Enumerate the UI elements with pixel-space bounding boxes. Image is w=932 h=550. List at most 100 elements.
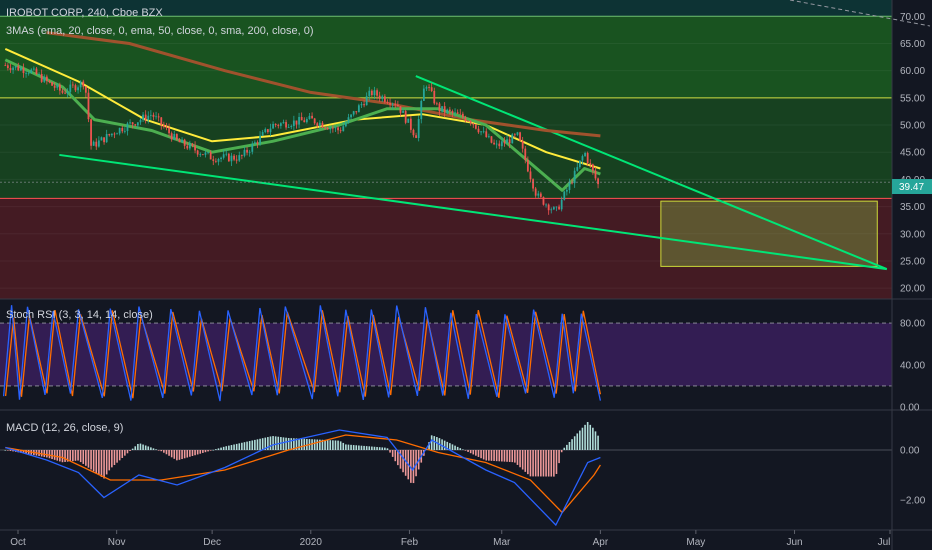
candle-body	[412, 129, 415, 136]
macd-histogram-bar	[168, 450, 170, 456]
price-tick-label[interactable]: 35.00	[900, 202, 925, 213]
candle-body	[110, 133, 113, 136]
candle-body	[188, 143, 191, 149]
candle-body	[261, 132, 264, 136]
macd-histogram-bar	[555, 450, 558, 474]
macd-histogram-bar	[129, 450, 131, 451]
macd-histogram-bar	[191, 450, 194, 456]
price-tick-label[interactable]: 60.00	[900, 66, 925, 77]
candle-body	[594, 170, 597, 179]
candle-body	[256, 142, 259, 144]
macd-histogram-bar	[467, 450, 469, 452]
macd-histogram-bar	[215, 449, 217, 450]
price-tick-label[interactable]: 20.00	[900, 284, 925, 295]
macd-histogram-bar	[233, 444, 235, 450]
macd-histogram-bar	[376, 446, 378, 450]
candle-body	[25, 72, 27, 74]
candle-body	[222, 154, 225, 158]
price-tick-label[interactable]: 65.00	[900, 39, 925, 50]
candle-body	[19, 68, 22, 71]
time-tick-label[interactable]: Mar	[493, 537, 511, 548]
candle-body	[22, 68, 25, 74]
time-tick-label[interactable]: Nov	[108, 537, 126, 548]
trendline-1[interactable]	[59, 153, 887, 271]
candle-body	[113, 133, 116, 135]
macd-histogram-bar	[225, 446, 228, 450]
macd-histogram-bar	[519, 450, 521, 468]
price-tick-label[interactable]: 45.00	[900, 148, 925, 159]
macd-tick-label[interactable]: 0.00	[900, 446, 920, 457]
macd-histogram-bar	[7, 450, 9, 451]
candle-body	[116, 133, 118, 135]
last-price-value: 39.47	[899, 182, 924, 193]
candle-body	[487, 136, 490, 138]
candle-body	[84, 86, 87, 93]
macd-histogram-bar	[568, 442, 571, 450]
candle-body	[477, 128, 480, 133]
macd-histogram-bar	[251, 440, 254, 450]
time-tick-label[interactable]: Oct	[10, 537, 26, 548]
candle-body	[290, 125, 293, 128]
candle-body	[201, 154, 204, 156]
macd-tick-label[interactable]: −2.00	[900, 496, 926, 507]
macd-histogram-bar	[508, 450, 511, 462]
candle-body	[329, 127, 332, 130]
macd-histogram-bar	[20, 450, 22, 453]
macd-histogram-bar	[46, 450, 48, 458]
candle-body	[282, 122, 285, 124]
time-tick-label[interactable]: Jun	[786, 537, 802, 548]
macd-histogram-bar	[389, 450, 391, 453]
candle-body	[347, 117, 350, 123]
time-tick-label[interactable]: Apr	[593, 537, 609, 548]
price-tick-label[interactable]: 25.00	[900, 256, 925, 267]
price-tick-label[interactable]: 55.00	[900, 93, 925, 104]
price-tick-label[interactable]: 70.00	[900, 12, 925, 23]
macd-histogram-bar	[82, 450, 85, 464]
time-tick-label[interactable]: Dec	[203, 537, 221, 548]
dashed-line[interactable]	[789, 0, 931, 27]
time-tick-label[interactable]: Jul	[878, 537, 891, 548]
stoch-rsi-label[interactable]: Stoch RSI (3, 3, 14, 14, close)	[6, 309, 153, 321]
macd-histogram-bar	[79, 450, 82, 463]
macd-histogram-bar	[326, 440, 329, 450]
price-tick-label[interactable]: 50.00	[900, 121, 925, 132]
macd-histogram-bar	[199, 450, 202, 454]
trendline-2[interactable]	[415, 75, 888, 271]
ma-indicator-label[interactable]: 3MAs (ema, 20, close, 0, ema, 50, close,…	[6, 25, 314, 37]
candle-body	[407, 118, 410, 123]
candle-body	[264, 129, 267, 133]
macd-histogram-bar	[238, 443, 241, 450]
rsi-tick-label[interactable]: 0.00	[900, 402, 920, 413]
rsi-tick-label[interactable]: 40.00	[900, 360, 925, 371]
macd-histogram-bar	[98, 450, 100, 476]
time-tick-label[interactable]: Feb	[401, 537, 419, 548]
time-tick-label[interactable]: May	[686, 537, 705, 548]
target-box[interactable]	[660, 200, 878, 267]
macd-histogram-bar	[563, 447, 566, 450]
macd-label[interactable]: MACD (12, 26, close, 9)	[6, 422, 123, 434]
symbol-title[interactable]: IROBOT CORP, 240, Cboe BZX	[6, 7, 163, 19]
candle-body	[272, 123, 274, 129]
price-axis[interactable]: 70.00 65.00 60.00 55.00 50.00 45.00 40.00 35.00…	[900, 12, 926, 507]
macd-histogram-bar	[272, 436, 274, 450]
macd-histogram-bar	[316, 439, 319, 450]
trend-lines[interactable]	[59, 0, 931, 271]
price-candles	[0, 62, 892, 215]
price-tick-label[interactable]: 30.00	[900, 229, 925, 240]
time-axis[interactable]: Oct Nov Dec 2020 Feb Mar Apr May Jun Jul	[10, 530, 891, 548]
candle-body	[451, 110, 454, 114]
macd-histogram-bar	[285, 437, 287, 450]
candle-body	[542, 196, 545, 205]
target-zone-rect[interactable]	[660, 200, 878, 267]
macd-histogram-bar	[217, 448, 220, 450]
macd-histogram-bar	[358, 445, 360, 450]
candle-body	[251, 143, 254, 152]
candle-body	[443, 106, 446, 113]
candle-body	[498, 143, 501, 147]
time-tick-label[interactable]: 2020	[300, 537, 323, 548]
macd-histogram-bar	[246, 441, 248, 450]
candle-body	[597, 178, 599, 185]
macd-histogram-bar	[170, 450, 173, 458]
rsi-tick-label[interactable]: 80.00	[900, 319, 925, 330]
